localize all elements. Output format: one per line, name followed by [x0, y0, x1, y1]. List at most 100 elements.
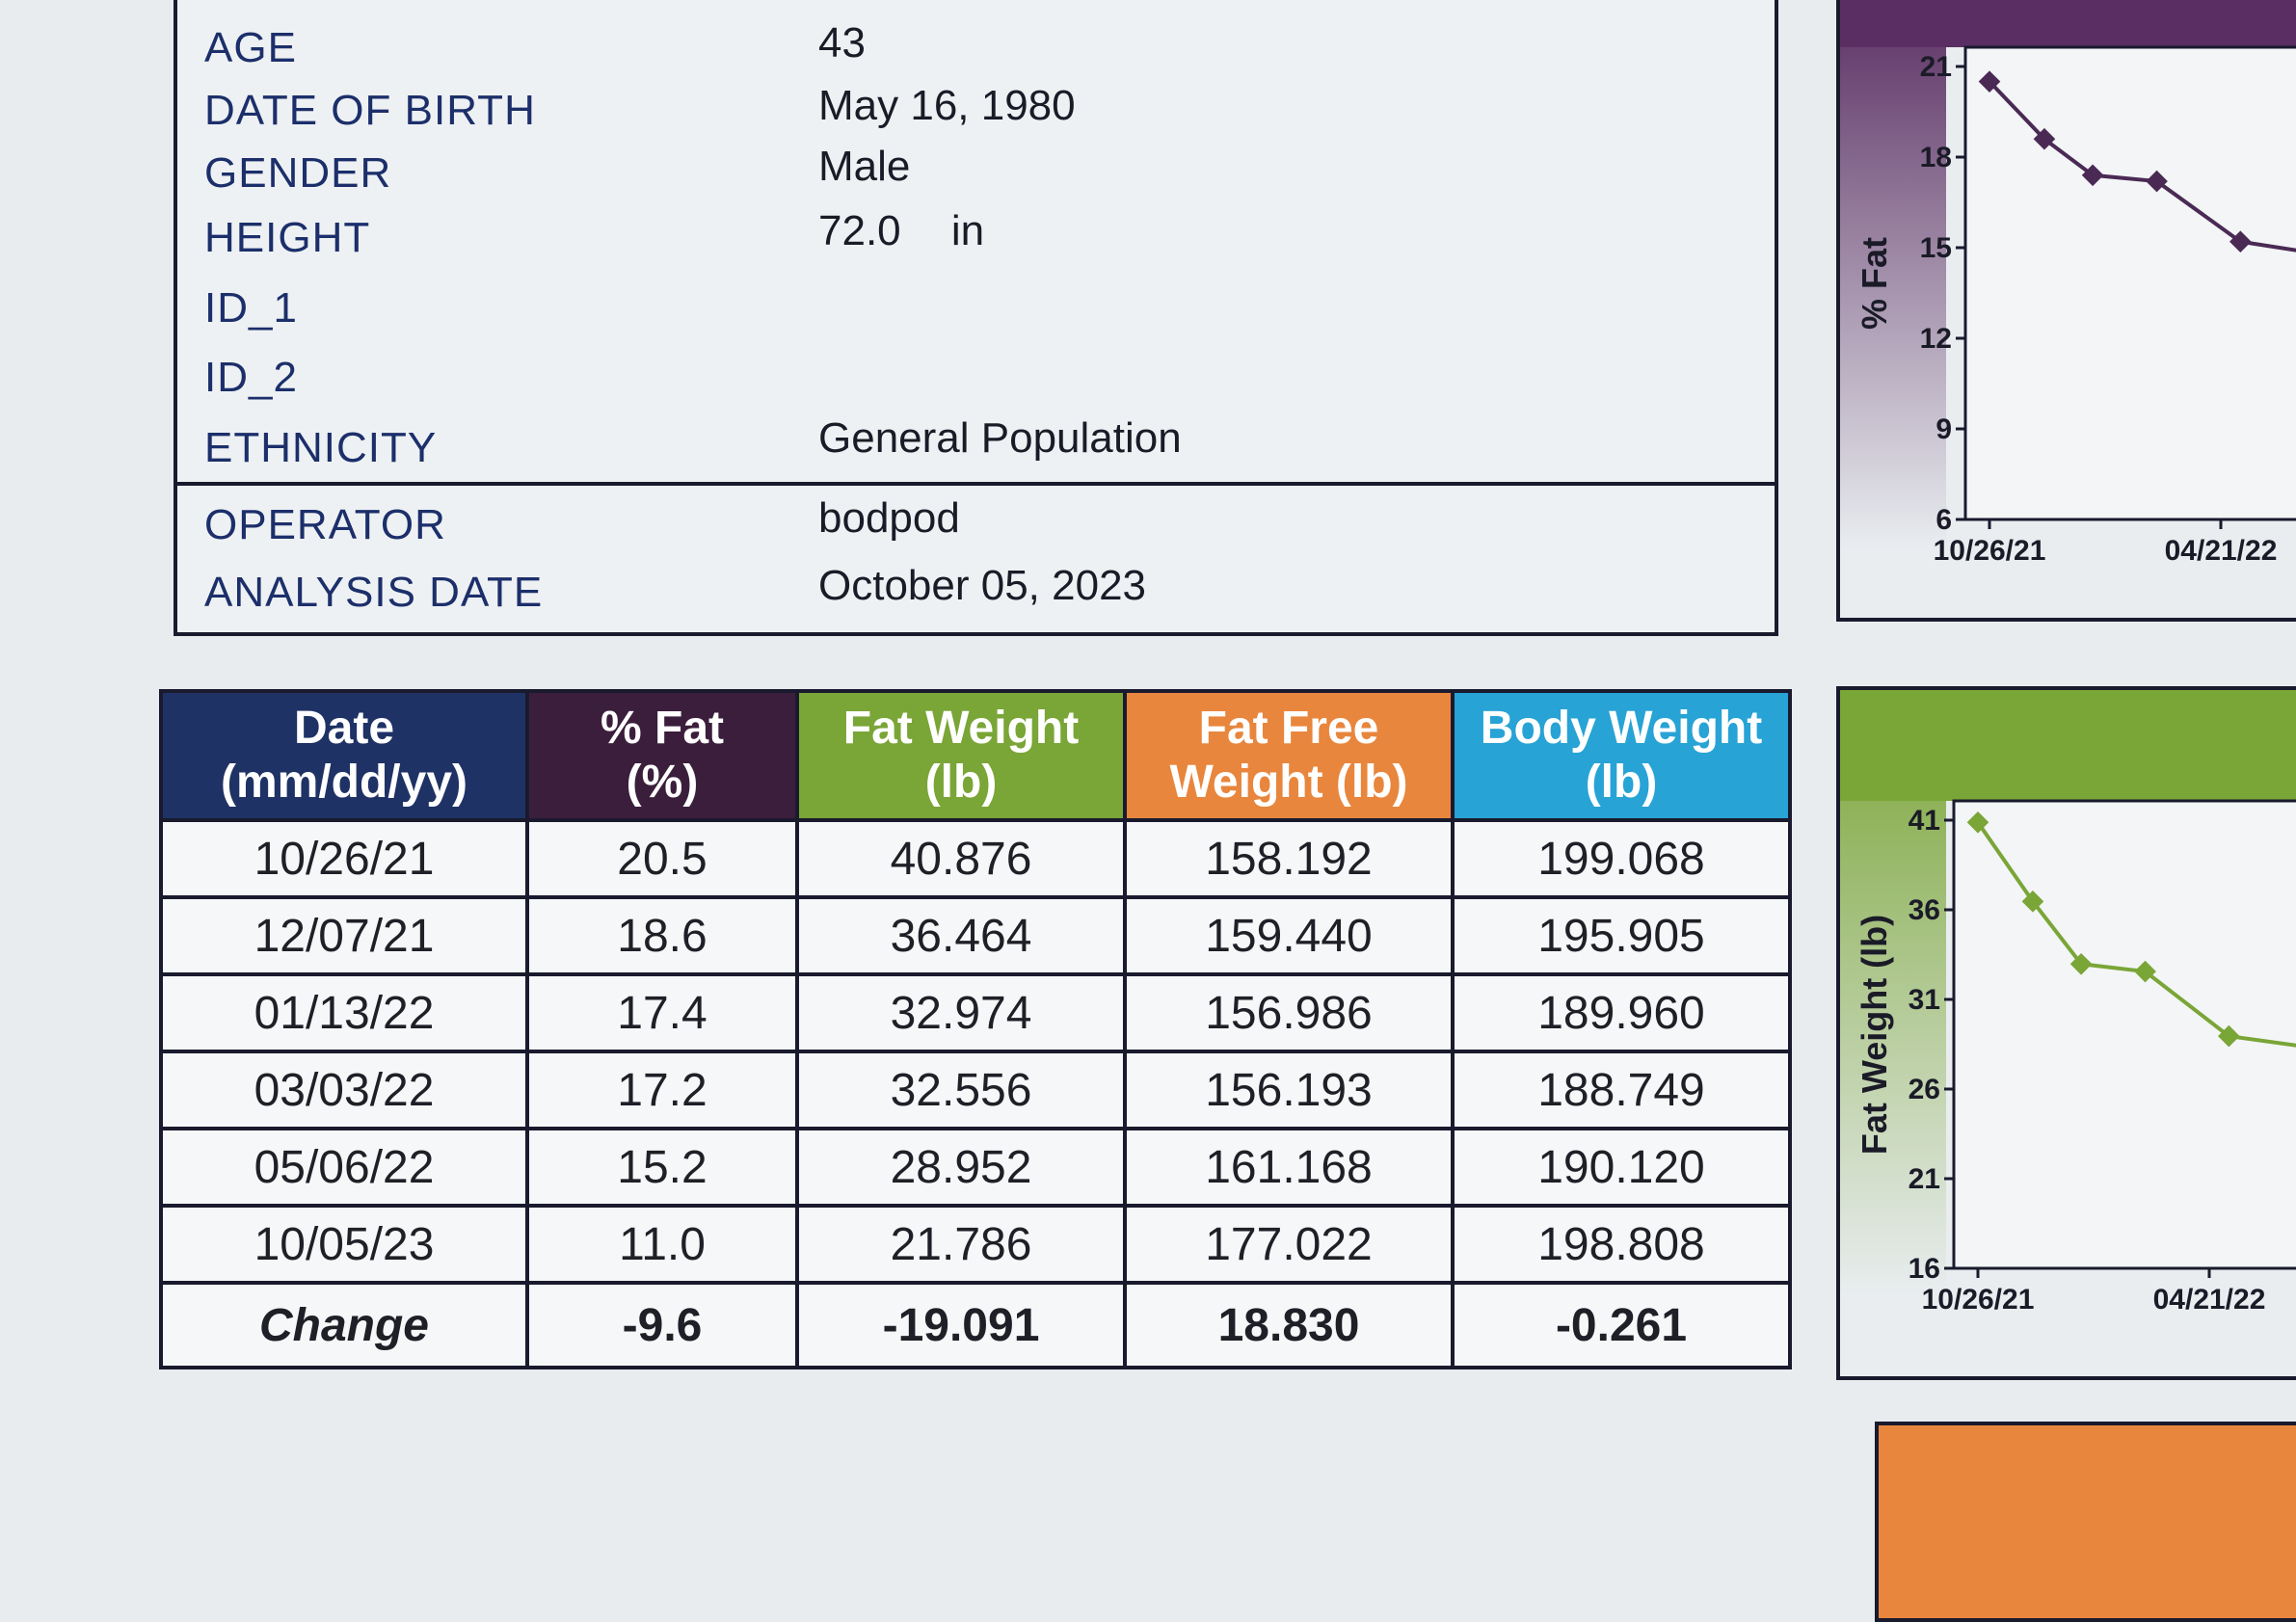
analysis-date-value: October 05, 2023 [818, 562, 1147, 609]
change-fat-weight: -19.091 [795, 1281, 1127, 1369]
cell-body-weight: 198.808 [1451, 1204, 1792, 1285]
chart-sidebar-band [1840, 0, 1946, 548]
plot-area [1963, 45, 2296, 521]
cell-fat-free-weight: 161.168 [1123, 1127, 1455, 1208]
patient-info-box: AGE 43 DATE OF BIRTH May 16, 1980 GENDER… [174, 0, 1778, 636]
cell-fat-pct: 17.4 [525, 972, 799, 1053]
cell-fat-free-weight: 177.022 [1123, 1204, 1455, 1285]
chart-header-band [1840, 0, 2296, 47]
change-body-weight: -0.261 [1451, 1281, 1792, 1369]
y-tick-label: 12 [1920, 323, 1952, 355]
y-tick-label: 21 [1909, 1163, 1940, 1195]
y-tick-label: 41 [1909, 805, 1940, 837]
cell-body-weight: 189.960 [1451, 972, 1792, 1053]
table-row: 10/26/21 20.5 40.876 158.192 199.068 [159, 818, 1792, 899]
y-tick-label: 16 [1909, 1253, 1940, 1285]
age-value: 43 [818, 19, 866, 66]
cell-date: 01/13/22 [159, 972, 529, 1053]
cell-body-weight: 195.905 [1451, 895, 1792, 976]
cell-fat-pct: 18.6 [525, 895, 799, 976]
cell-fat-weight: 32.974 [795, 972, 1127, 1053]
table-header-row: Date (mm/dd/yy) % Fat (%) Fat Weight (lb) F… [159, 689, 1792, 822]
cell-fat-pct: 11.0 [525, 1204, 799, 1285]
dob-value: May 16, 1980 [818, 82, 1076, 129]
ethnicity-label: ETHNICITY [204, 424, 438, 471]
change-label: Change [159, 1281, 529, 1369]
change-fat-free-weight: 18.830 [1123, 1281, 1455, 1369]
cell-fat-weight: 40.876 [795, 818, 1127, 899]
y-axis-label: % Fat [1855, 237, 1894, 330]
cell-fat-pct: 15.2 [525, 1127, 799, 1208]
change-fat-pct: -9.6 [525, 1281, 799, 1369]
y-tick-label: 6 [1936, 504, 1952, 536]
cell-body-weight: 199.068 [1451, 818, 1792, 899]
header-fat-free-weight: Fat Free Weight (lb) [1123, 689, 1455, 822]
series-line [1988, 80, 2296, 253]
y-tick-label: 31 [1909, 984, 1940, 1016]
fat-pct-chart: 21 18 15 12 9 6 % Fat 10/26/21 04/21/22 [1840, 0, 2296, 567]
operator-label: OPERATOR [204, 501, 446, 548]
operator-value: bodpod [818, 494, 960, 542]
fat-weight-chart-panel: 41 36 31 26 21 16 Fat Weight (lb) 10/26/21 04/21… [1836, 686, 2296, 1380]
header-fat-weight: Fat Weight (lb) [795, 689, 1127, 822]
header-body-weight: Body Weight (lb) [1451, 689, 1792, 822]
id2-label: ID_2 [204, 354, 298, 401]
info-divider [177, 482, 1775, 486]
x-tick-label: 10/26/21 [1922, 1284, 2035, 1316]
gender-value: Male [818, 143, 911, 190]
table-row: 05/06/22 15.2 28.952 161.168 190.120 [159, 1127, 1792, 1208]
y-axis-label: Fat Weight (lb) [1855, 915, 1894, 1155]
cell-body-weight: 188.749 [1451, 1050, 1792, 1130]
x-tick-label: 04/21/22 [2153, 1284, 2266, 1316]
header-date: Date (mm/dd/yy) [159, 689, 529, 822]
data-point [1978, 70, 2001, 93]
fat-pct-chart-panel: 21 18 15 12 9 6 % Fat 10/26/21 04/21/22 [1836, 0, 2296, 622]
height-value: 72.0 in [818, 207, 984, 255]
change-row: Change -9.6 -19.091 18.830 -0.261 [159, 1281, 1792, 1369]
y-tick-label: 21 [1920, 51, 1952, 83]
gender-label: GENDER [204, 149, 392, 197]
cell-fat-free-weight: 159.440 [1123, 895, 1455, 976]
cell-fat-weight: 32.556 [795, 1050, 1127, 1130]
x-tick-label: 04/21/22 [2165, 535, 2278, 567]
y-tick-label: 18 [1920, 142, 1952, 173]
chart-header-band [1840, 690, 2296, 801]
cell-fat-free-weight: 156.986 [1123, 972, 1455, 1053]
cell-fat-free-weight: 158.192 [1123, 818, 1455, 899]
table-row: 10/05/23 11.0 21.786 177.022 198.808 [159, 1204, 1792, 1285]
cell-body-weight: 190.120 [1451, 1127, 1792, 1208]
results-table: Date (mm/dd/yy) % Fat (%) Fat Weight (lb) F… [159, 689, 1792, 1369]
data-point [2146, 170, 2168, 193]
y-tick-label: 9 [1936, 413, 1952, 445]
dob-label: DATE OF BIRTH [204, 87, 536, 134]
cell-fat-weight: 28.952 [795, 1127, 1127, 1208]
table-row: 03/03/22 17.2 32.556 156.193 188.749 [159, 1050, 1792, 1130]
plot-area [1952, 799, 2296, 1270]
cell-date: 05/06/22 [159, 1127, 529, 1208]
height-number: 72.0 [818, 207, 901, 254]
fat-weight-chart: 41 36 31 26 21 16 Fat Weight (lb) 10/26/21 04/21… [1840, 690, 2296, 1316]
analysis-date-label: ANALYSIS DATE [204, 569, 544, 616]
series-line [1976, 821, 2296, 1048]
cell-date: 10/26/21 [159, 818, 529, 899]
ethnicity-value: General Population [818, 414, 1182, 462]
y-tick-label: 36 [1909, 894, 1940, 926]
cell-fat-pct: 17.2 [525, 1050, 799, 1130]
cell-fat-free-weight: 156.193 [1123, 1050, 1455, 1130]
data-point [2134, 960, 2156, 983]
cell-date: 03/03/22 [159, 1050, 529, 1130]
header-fat-pct: % Fat (%) [525, 689, 799, 822]
cell-fat-weight: 36.464 [795, 895, 1127, 976]
age-label: AGE [204, 24, 297, 71]
table-row: 12/07/21 18.6 36.464 159.440 195.905 [159, 895, 1792, 976]
id1-label: ID_1 [204, 284, 298, 332]
y-tick-label: 15 [1920, 232, 1952, 264]
height-unit: in [950, 207, 985, 254]
x-tick-label: 10/26/21 [1934, 535, 2046, 567]
cell-fat-weight: 21.786 [795, 1204, 1127, 1285]
cell-date: 12/07/21 [159, 895, 529, 976]
y-tick-label: 26 [1909, 1074, 1940, 1105]
table-row: 01/13/22 17.4 32.974 156.986 189.960 [159, 972, 1792, 1053]
height-label: HEIGHT [204, 214, 371, 261]
cell-fat-pct: 20.5 [525, 818, 799, 899]
